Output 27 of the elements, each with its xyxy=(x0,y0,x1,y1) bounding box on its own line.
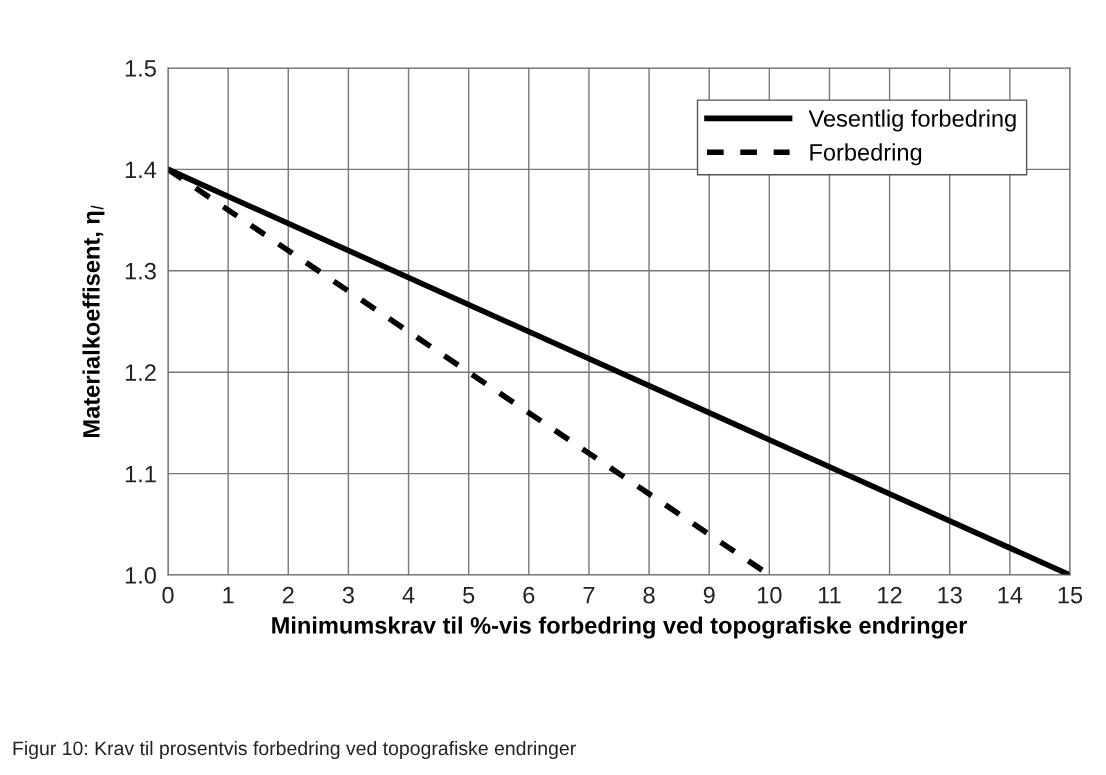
x-tick-label: 1 xyxy=(223,586,234,604)
x-tick-label: 12 xyxy=(878,586,902,604)
y-axis-title: Materialkoeffisent, η$_{l}$ xyxy=(82,205,105,437)
x-tick-label: 15 xyxy=(1058,586,1083,604)
x-tick-label: 6 xyxy=(523,586,535,604)
y-tick-label: 1.2 xyxy=(125,364,156,381)
x-tick-label: 13 xyxy=(938,586,962,604)
x-tick-label: 7 xyxy=(583,586,595,604)
x-tick-label: 8 xyxy=(643,586,655,604)
x-tick-label: 14 xyxy=(998,586,1023,604)
x-tick-label: 2 xyxy=(282,586,294,604)
x-tick-label: 3 xyxy=(342,586,354,604)
x-tick-label: 10 xyxy=(758,586,782,604)
x-tick-label: 9 xyxy=(703,586,715,604)
x-tick-label: 5 xyxy=(463,586,475,604)
y-tick-label: 1.0 xyxy=(125,567,156,584)
y-tick-label: 1.3 xyxy=(125,262,156,280)
x-axis-title: Minimumskrav til %-vis forbedring ved topografiske endringer xyxy=(272,616,967,639)
y-tick-label: 1.1 xyxy=(125,465,156,483)
x-tick-label: 0 xyxy=(162,586,174,604)
legend-label: Vesentlig forbedring xyxy=(808,109,1016,132)
x-tick-label: 11 xyxy=(819,586,841,604)
legend-label: Forbedring xyxy=(810,143,922,166)
y-tick-label: 1.5 xyxy=(125,60,156,77)
x-tick-label: 4 xyxy=(402,586,415,604)
y-tick-label: 1.4 xyxy=(125,161,157,178)
text: Figur 10: Krav til prosentvis forbedring ved topografiske endringer xyxy=(13,740,576,760)
